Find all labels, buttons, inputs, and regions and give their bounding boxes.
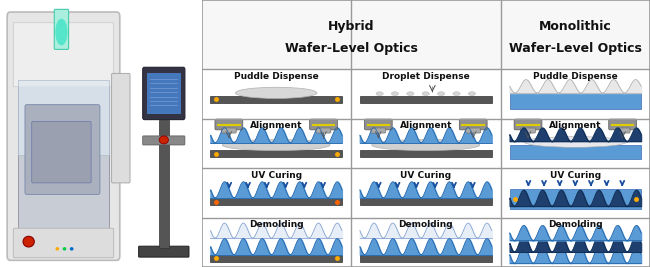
FancyBboxPatch shape (18, 85, 109, 240)
Ellipse shape (422, 92, 430, 96)
FancyBboxPatch shape (7, 12, 120, 260)
Text: Droplet Dispense: Droplet Dispense (382, 72, 469, 81)
FancyBboxPatch shape (460, 119, 487, 130)
FancyBboxPatch shape (18, 80, 109, 155)
FancyBboxPatch shape (616, 128, 630, 133)
Ellipse shape (23, 236, 34, 247)
FancyBboxPatch shape (365, 119, 392, 130)
Text: Puddle Dispense: Puddle Dispense (533, 72, 618, 81)
Text: Alignment: Alignment (549, 121, 601, 131)
Ellipse shape (62, 247, 66, 250)
Text: Alignment: Alignment (400, 121, 452, 131)
Text: Wafer-Level Optics: Wafer-Level Optics (509, 42, 642, 55)
Text: UV Curing: UV Curing (550, 171, 601, 180)
Ellipse shape (372, 139, 480, 151)
FancyBboxPatch shape (159, 120, 169, 248)
Ellipse shape (407, 92, 414, 96)
FancyBboxPatch shape (360, 255, 491, 262)
FancyBboxPatch shape (25, 105, 100, 194)
Text: Demolding: Demolding (249, 220, 304, 229)
FancyBboxPatch shape (211, 150, 342, 157)
FancyBboxPatch shape (514, 119, 542, 130)
FancyBboxPatch shape (138, 246, 189, 257)
Ellipse shape (70, 247, 73, 250)
FancyBboxPatch shape (521, 128, 536, 133)
FancyBboxPatch shape (510, 189, 641, 209)
FancyBboxPatch shape (360, 198, 491, 205)
FancyBboxPatch shape (54, 9, 69, 49)
FancyBboxPatch shape (222, 128, 236, 133)
FancyBboxPatch shape (609, 119, 636, 130)
Ellipse shape (159, 136, 168, 144)
FancyBboxPatch shape (371, 128, 385, 133)
Text: Wafer-Level Optics: Wafer-Level Optics (285, 42, 417, 55)
Ellipse shape (524, 137, 627, 147)
FancyBboxPatch shape (316, 128, 331, 133)
Ellipse shape (55, 19, 68, 45)
FancyBboxPatch shape (13, 23, 114, 87)
Text: Puddle Dispense: Puddle Dispense (234, 72, 318, 81)
Text: Demolding: Demolding (398, 220, 453, 229)
Ellipse shape (376, 92, 384, 96)
Ellipse shape (468, 92, 476, 96)
Text: UV Curing: UV Curing (251, 171, 302, 180)
FancyBboxPatch shape (510, 93, 641, 109)
FancyBboxPatch shape (202, 0, 650, 267)
FancyBboxPatch shape (309, 119, 337, 130)
FancyBboxPatch shape (147, 73, 181, 114)
FancyBboxPatch shape (500, 0, 650, 69)
Text: Demolding: Demolding (548, 220, 603, 229)
Ellipse shape (453, 92, 460, 96)
Ellipse shape (235, 87, 317, 99)
Ellipse shape (222, 139, 330, 151)
FancyBboxPatch shape (143, 136, 185, 145)
FancyBboxPatch shape (510, 145, 641, 159)
FancyBboxPatch shape (112, 73, 130, 183)
FancyBboxPatch shape (360, 150, 491, 157)
FancyBboxPatch shape (211, 255, 342, 262)
FancyBboxPatch shape (143, 67, 185, 120)
FancyBboxPatch shape (360, 96, 491, 103)
Ellipse shape (55, 247, 59, 250)
FancyBboxPatch shape (32, 121, 91, 183)
Ellipse shape (391, 92, 398, 96)
FancyBboxPatch shape (202, 0, 500, 69)
Text: Hybrid: Hybrid (328, 20, 374, 33)
FancyBboxPatch shape (13, 228, 114, 258)
FancyBboxPatch shape (211, 198, 342, 205)
Text: UV Curing: UV Curing (400, 171, 451, 180)
Ellipse shape (437, 92, 445, 96)
Text: Alignment: Alignment (250, 121, 302, 131)
FancyBboxPatch shape (211, 96, 342, 103)
Text: Monolithic: Monolithic (539, 20, 612, 33)
FancyBboxPatch shape (466, 128, 480, 133)
FancyBboxPatch shape (215, 119, 242, 130)
